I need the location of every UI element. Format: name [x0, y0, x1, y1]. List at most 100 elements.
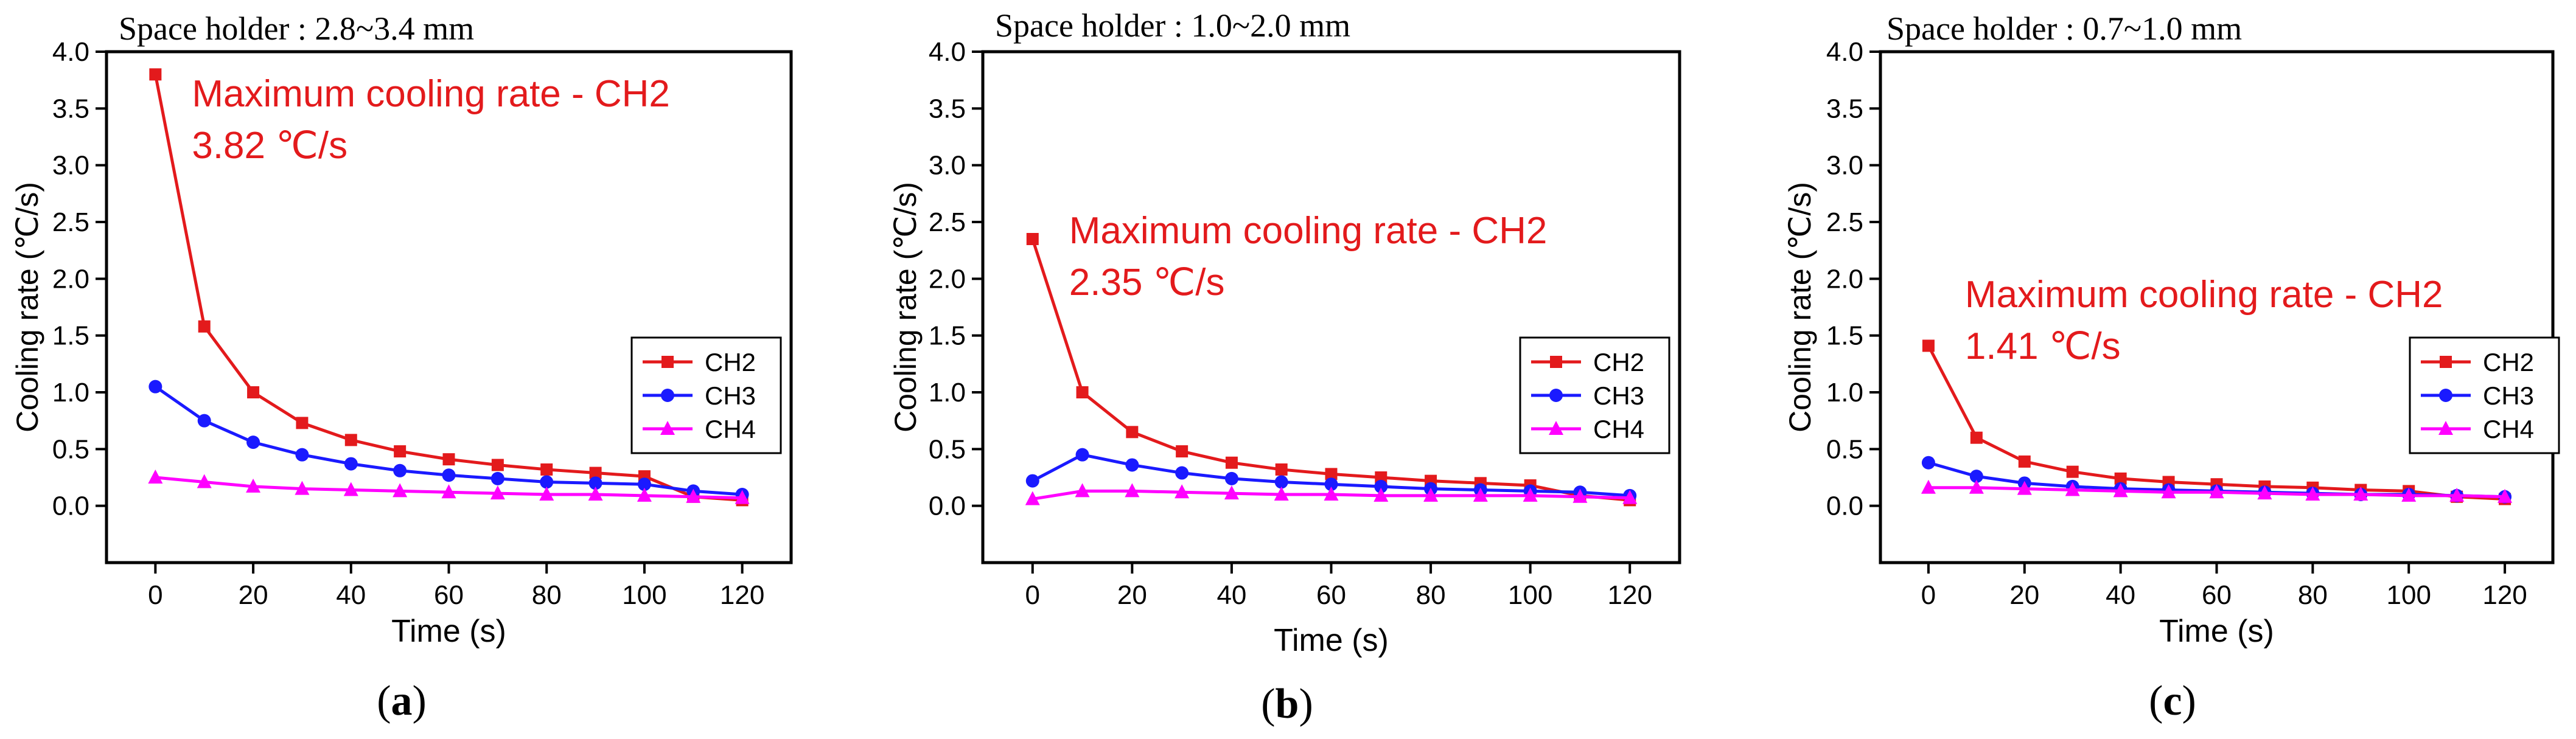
data-point-CH4: [2353, 487, 2368, 501]
legend-marker-CH4: [1549, 421, 1563, 435]
y-tick-label: 2.5: [52, 207, 89, 237]
data-point-CH2: [344, 434, 357, 446]
data-point-CH3: [197, 414, 211, 428]
data-point-CH4: [735, 490, 750, 504]
data-point-CH4: [2305, 487, 2320, 501]
y-tick-label: 0.0: [52, 491, 89, 521]
x-tick-label: 40: [1216, 580, 1246, 610]
data-point-CH2: [247, 386, 260, 398]
x-tick-label: 20: [1117, 580, 1147, 610]
data-point-CH4: [2017, 481, 2032, 495]
data-point-CH2: [2114, 472, 2127, 485]
data-point-CH3: [637, 477, 651, 491]
data-point-CH3: [1125, 458, 1139, 472]
data-point-CH4: [1572, 488, 1588, 503]
legend-label: CH2: [2483, 348, 2534, 376]
annotation-title: Maximum cooling rate - CH2: [1069, 210, 1548, 252]
x-tick-label: 0: [1025, 580, 1040, 610]
x-tick-label: 100: [2387, 580, 2431, 610]
data-point-CH3: [344, 457, 358, 471]
data-point-CH4: [148, 470, 163, 484]
data-point-CH4: [1423, 487, 1439, 502]
x-tick-label: 120: [1608, 580, 1652, 610]
panel-letter: c: [2163, 678, 2182, 724]
legend: CH2 CH3 CH4: [1519, 336, 1670, 454]
series-CH4: [148, 470, 750, 504]
data-point-CH2: [1076, 386, 1089, 398]
y-tick-label: 1.0: [52, 378, 89, 408]
y-tick-label: 3.0: [1826, 151, 1863, 181]
data-point-CH4: [1274, 487, 1289, 501]
series-CH4: [1025, 483, 1638, 505]
data-point-CH2: [1275, 463, 1288, 476]
data-point-CH4: [1969, 479, 1984, 494]
y-tick-label: 2.0: [52, 264, 89, 294]
y-tick-label: 4.0: [52, 37, 89, 67]
data-point-CH4: [637, 487, 652, 502]
data-point-CH4: [1523, 487, 1538, 502]
data-point-CH3: [393, 463, 407, 477]
annotation-value: 1.41 ℃/s: [1965, 325, 2121, 367]
data-point-CH2: [198, 320, 211, 333]
x-tick-label: 40: [336, 580, 366, 610]
data-point-CH2: [2018, 455, 2031, 468]
x-tick-label: 20: [239, 580, 268, 610]
data-point-CH4: [2065, 482, 2080, 496]
x-tick-label: 0: [1921, 580, 1936, 610]
y-axis-label: Cooling rate (℃/s): [10, 182, 44, 432]
data-point-CH4: [1324, 487, 1339, 501]
data-point-CH4: [2113, 483, 2128, 498]
x-tick-label: 100: [622, 580, 666, 610]
y-tick-label: 3.0: [929, 151, 966, 181]
data-point-CH2: [1026, 233, 1039, 245]
y-tick-label: 2.5: [929, 207, 966, 237]
data-point-CH2: [1375, 471, 1387, 484]
data-point-CH4: [246, 478, 261, 493]
x-tick-label: 80: [2298, 580, 2328, 610]
data-point-CH4: [539, 487, 554, 501]
legend: CH2 CH3 CH4: [2409, 336, 2560, 454]
data-point-CH2: [540, 463, 553, 476]
data-point-CH4: [1075, 483, 1090, 498]
data-point-CH4: [1224, 485, 1239, 500]
y-tick-label: 1.5: [1826, 321, 1863, 351]
legend-label: CH3: [1593, 381, 1644, 410]
legend: CH2 CH3 CH4: [630, 336, 782, 454]
data-point-CH4: [295, 481, 310, 495]
data-point-CH4: [2161, 484, 2176, 499]
x-axis-label: Time (s): [391, 614, 506, 649]
legend-marker-CH4: [660, 421, 675, 435]
data-point-CH4: [1473, 487, 1488, 502]
data-point-CH3: [442, 468, 456, 482]
data-point-CH2: [1126, 426, 1139, 439]
x-axis-label: Time (s): [1274, 623, 1389, 658]
data-point-CH4: [393, 483, 408, 498]
legend-marker-CH2: [1550, 356, 1562, 368]
x-tick-label: 60: [1316, 580, 1346, 610]
y-tick-label: 3.5: [52, 94, 89, 123]
legend-marker-CH3: [661, 389, 674, 402]
x-tick-label: 120: [2482, 580, 2527, 610]
y-tick-label: 0.0: [1826, 491, 1863, 521]
data-point-CH3: [1324, 477, 1338, 491]
data-point-CH3: [588, 476, 602, 490]
data-point-CH2: [1225, 456, 1238, 469]
data-point-CH2: [1970, 431, 1983, 444]
data-point-CH4: [686, 488, 701, 503]
data-point-CH4: [1374, 487, 1389, 502]
data-point-CH3: [1025, 474, 1039, 488]
chart-title: Space holder : 1.0~2.0 mm: [995, 7, 1350, 44]
legend-label: CH4: [705, 415, 756, 443]
data-point-CH3: [1969, 470, 1983, 484]
data-point-CH4: [197, 474, 212, 488]
x-tick-label: 0: [148, 580, 162, 610]
y-tick-label: 3.0: [52, 151, 89, 181]
legend-label: CH4: [1593, 415, 1644, 443]
y-tick-label: 1.5: [52, 321, 89, 351]
data-point-CH3: [246, 435, 260, 449]
panel-letter: b: [1276, 681, 1299, 727]
data-point-CH4: [343, 482, 358, 496]
data-point-CH2: [2066, 465, 2079, 478]
annotation-title: Maximum cooling rate - CH2: [1965, 274, 2443, 316]
legend-label: CH4: [2483, 415, 2534, 443]
